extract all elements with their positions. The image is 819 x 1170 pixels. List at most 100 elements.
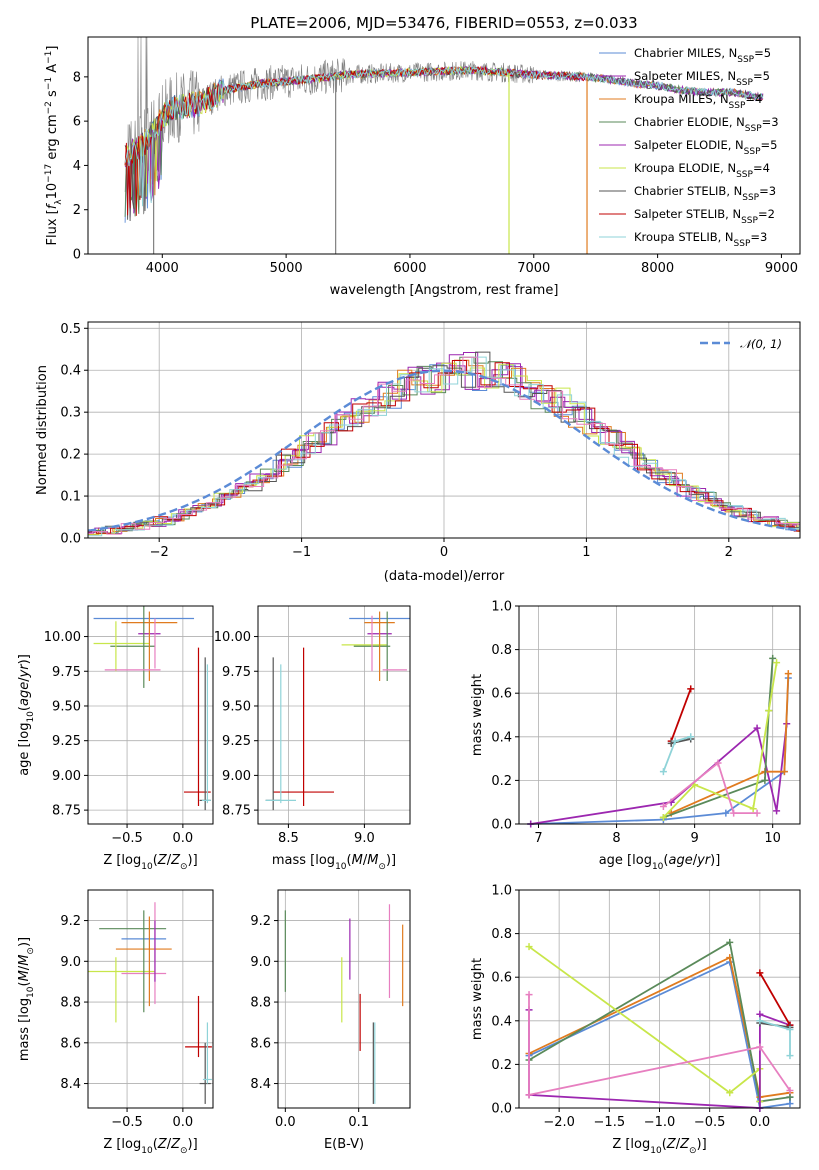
- error-bars: [93, 606, 211, 811]
- weight-marker: [761, 776, 769, 784]
- weight-marker: [687, 685, 695, 693]
- age-vs-Z-panel: −0.5 0.0 8.75 9.00 9.25 9.50 9.75 10.00 Z [log10…: [17, 605, 214, 872]
- x-tick-label: 1: [582, 545, 590, 560]
- x-tick-label: 8.5: [278, 831, 299, 846]
- x-tick-label: 0.1: [348, 1115, 369, 1130]
- axes-layer: 4000 5000 6000 7000 8000 9000 0 2 4 6 8 PLATE=2006,…: [17, 14, 801, 1156]
- y-tick-label: 9.2: [250, 914, 271, 929]
- y-tick-label: 0.4: [60, 364, 81, 379]
- spectrum-legend: Chabrier MILES, NSSP=5 Salpeter MILES, NS…: [599, 46, 779, 249]
- histogram-steps: [88, 351, 800, 537]
- x-tick-label: 5000: [270, 261, 303, 276]
- weight-marker: [525, 991, 533, 999]
- weight-series: [670, 673, 790, 814]
- x-tick-label: −0.5: [111, 1115, 143, 1130]
- y-tick-label: 8.4: [60, 1077, 81, 1092]
- mass-vs-Z-panel: −0.5 0.0 8.4 8.6 8.8 9.0 9.2 Z [log10(Z/Z⊙)] mas…: [17, 889, 214, 1156]
- x-tick-label: 0: [440, 545, 448, 560]
- x-axis-label: wavelength [Angstrom, rest frame]: [330, 283, 559, 298]
- y-tick-label: 8.6: [250, 1036, 271, 1051]
- plot-frame: [87, 36, 801, 255]
- weight-series: [670, 688, 692, 742]
- weight-marker: [765, 707, 773, 715]
- legend-entry: Kroupa ELODIE, NSSP=4: [634, 161, 770, 180]
- weight-vs-age-panel: 7 8 9 10 0.0 0.2 0.4 0.6 0.8 1.0 age [log10(age/yr…: [470, 600, 801, 872]
- legend-entry: Chabrier STELIB, NSSP=3: [634, 184, 776, 203]
- x-tick-label: −0.5: [694, 1115, 726, 1130]
- residuals-panel: −2 −1 0 1 2 0.0 0.1 0.2 0.3 0.4 0.5 (data-model)/er…: [35, 321, 801, 584]
- x-axis-label: Z [log10(Z/Z⊙)]: [103, 853, 197, 872]
- legend-entry: Kroupa STELIB, NSSP=3: [634, 230, 767, 249]
- plot-frame: [518, 605, 801, 825]
- plot-frame: [277, 889, 411, 1109]
- y-tick-label: 0.6: [491, 971, 512, 986]
- error-bars: [265, 611, 410, 811]
- weight-marker: [659, 803, 667, 811]
- plot-frame: [257, 605, 411, 825]
- weight-series: [759, 972, 791, 1026]
- histogram-series: [88, 356, 800, 535]
- weight-marker: [784, 670, 792, 678]
- legend-entry: 𝒩(0, 1): [740, 337, 782, 351]
- y-tick-label: 8.6: [60, 1036, 81, 1051]
- x-tick-label: 8: [612, 831, 620, 846]
- histogram-series: [88, 362, 800, 533]
- y-tick-label: 0.3: [60, 406, 81, 421]
- weight-marker: [786, 1087, 794, 1095]
- y-tick-label: 8.75: [52, 804, 81, 819]
- x-tick-label: 9.0: [354, 831, 375, 846]
- y-tick-label: 9.50: [52, 699, 81, 714]
- y-axis-label: age [log10(age/yr)]: [17, 654, 36, 776]
- weight-marker: [780, 768, 788, 776]
- x-tick-label: −1.0: [644, 1115, 676, 1130]
- y-tick-label: 2: [73, 203, 81, 218]
- x-tick-label: −0.5: [111, 831, 143, 846]
- x-tick-label: −1: [292, 545, 311, 560]
- weight-marker: [786, 1026, 794, 1034]
- y-axis-label: mass weight: [470, 958, 485, 1040]
- y-tick-label: 9.75: [52, 665, 81, 680]
- weight-marker: [722, 809, 730, 817]
- residuals-legend: 𝒩(0, 1): [700, 337, 782, 351]
- x-tick-label: 0.0: [750, 1115, 771, 1130]
- weight-marker: [525, 943, 533, 951]
- x-tick-label: 9: [690, 831, 698, 846]
- y-tick-label: 1.0: [491, 884, 512, 899]
- weight-marker: [659, 813, 667, 821]
- y-tick-label: 9.0: [60, 955, 81, 970]
- error-bars: [88, 902, 212, 1104]
- y-tick-label: 8.8: [250, 996, 271, 1011]
- y-tick-label: 0.1: [60, 490, 81, 505]
- y-tick-label: 9.2: [60, 914, 81, 929]
- weight-series: [530, 723, 788, 825]
- legend-entry: Chabrier MILES, NSSP=5: [634, 46, 771, 65]
- weight-marker: [714, 759, 722, 767]
- x-tick-label: −2: [150, 545, 169, 560]
- weight-vs-Z-panel: −2.0 −1.5 −1.0 −0.5 0.0 0.0 0.2 0.4 0.6 0.8 1.0 Z […: [470, 884, 801, 1156]
- x-tick-label: 0.0: [173, 831, 194, 846]
- weight-series: [662, 761, 758, 814]
- y-tick-label: 0.4: [491, 730, 512, 745]
- x-tick-label: 0.0: [173, 1115, 194, 1130]
- y-axis-label: mass [log10(M/M⊙)]: [17, 937, 36, 1061]
- legend-entry: Kroupa MILES, NSSP=4: [634, 92, 762, 111]
- y-tick-label: 8.75: [222, 804, 251, 819]
- x-axis-label: E(B-V): [324, 1137, 364, 1152]
- plot-frame: [518, 889, 801, 1109]
- weight-marker: [756, 1017, 764, 1025]
- spectrum-panel: 4000 5000 6000 7000 8000 9000 0 2 4 6 8 PLATE=2006,…: [44, 14, 801, 298]
- x-axis-label: Z [log10(Z/Z⊙)]: [612, 1137, 706, 1156]
- weight-series: [528, 956, 791, 1099]
- x-axis-label: (data-model)/error: [384, 569, 505, 584]
- weight-marker: [756, 1043, 764, 1051]
- weight-marker: [525, 1091, 533, 1099]
- weight-lines: [527, 654, 792, 828]
- y-tick-label: 9.0: [250, 955, 271, 970]
- y-tick-label: 0.4: [491, 1014, 512, 1029]
- y-tick-label: 0.8: [491, 927, 512, 942]
- weight-marker: [659, 768, 667, 776]
- weight-marker: [769, 654, 777, 662]
- weight-marker: [773, 807, 781, 815]
- y-tick-label: 10.00: [44, 630, 81, 645]
